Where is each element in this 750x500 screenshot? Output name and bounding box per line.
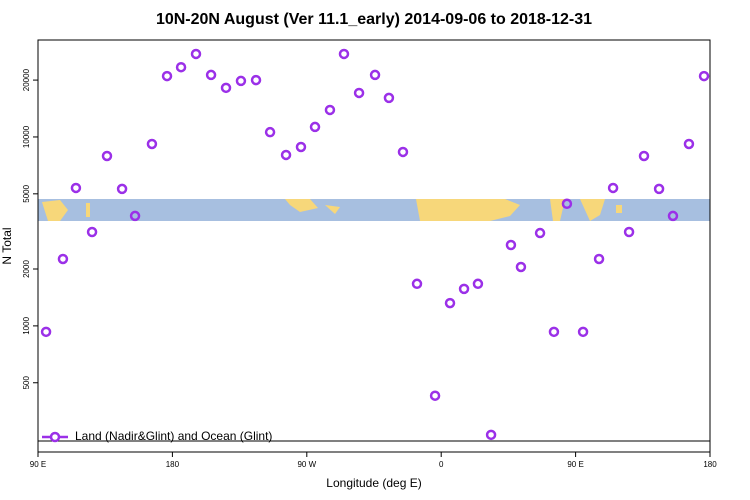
point (577, 326, 589, 338)
x-tick-label: 90 W (297, 460, 316, 469)
point (175, 61, 187, 73)
point (653, 183, 665, 195)
point (353, 87, 365, 99)
point (458, 283, 470, 295)
point (324, 104, 336, 116)
point (548, 326, 560, 338)
point (667, 210, 679, 222)
point (146, 138, 158, 150)
point (505, 239, 517, 251)
point (235, 75, 247, 87)
y-tick-label: 10000 (22, 125, 31, 148)
point (534, 227, 546, 239)
point (295, 141, 307, 153)
point (383, 92, 395, 104)
point (57, 253, 69, 265)
point (429, 390, 441, 401)
plot-frame (37, 39, 711, 453)
point (220, 82, 232, 94)
x-tick-label: 0 (439, 460, 444, 469)
point (515, 261, 527, 273)
y-tick-label: 5000 (22, 184, 31, 202)
x-tick-label: 90 E (30, 460, 46, 469)
x-axis-label: Longitude (deg E) (326, 476, 421, 490)
y-tick-label: 500 (22, 376, 31, 390)
legend-marker (49, 431, 61, 443)
y-tick-label: 20000 (22, 68, 31, 91)
point (116, 183, 128, 195)
point (683, 138, 695, 150)
x-tick-label: 180 (166, 460, 180, 469)
point (397, 146, 409, 158)
point (472, 278, 484, 290)
point (411, 278, 423, 290)
point (485, 429, 497, 441)
point (623, 226, 635, 238)
point (101, 150, 113, 162)
point (444, 297, 456, 309)
point (250, 74, 262, 86)
point (698, 70, 710, 82)
point (561, 198, 573, 210)
point (129, 210, 141, 222)
x-tick-label: 180 (703, 460, 717, 469)
point (70, 182, 82, 194)
point (593, 253, 605, 265)
point (86, 226, 98, 238)
point (638, 150, 650, 162)
point (309, 121, 321, 133)
point (264, 126, 276, 138)
point (205, 69, 217, 81)
y-tick-label: 1000 (22, 316, 31, 334)
y-axis-label: N Total (0, 227, 14, 264)
point (190, 48, 202, 60)
legend-label: Land (Nadir&Glint) and Ocean (Glint) (75, 429, 272, 443)
point (280, 149, 292, 161)
point (607, 182, 619, 194)
point (40, 326, 52, 338)
map-strip (38, 199, 710, 221)
x-tick-label: 90 E (567, 460, 583, 469)
chart-title: 10N-20N August (Ver 11.1_early) 2014-09-… (156, 11, 592, 28)
point (369, 69, 381, 81)
point (338, 48, 350, 60)
point (161, 70, 173, 82)
y-tick-label: 2000 (22, 260, 31, 278)
